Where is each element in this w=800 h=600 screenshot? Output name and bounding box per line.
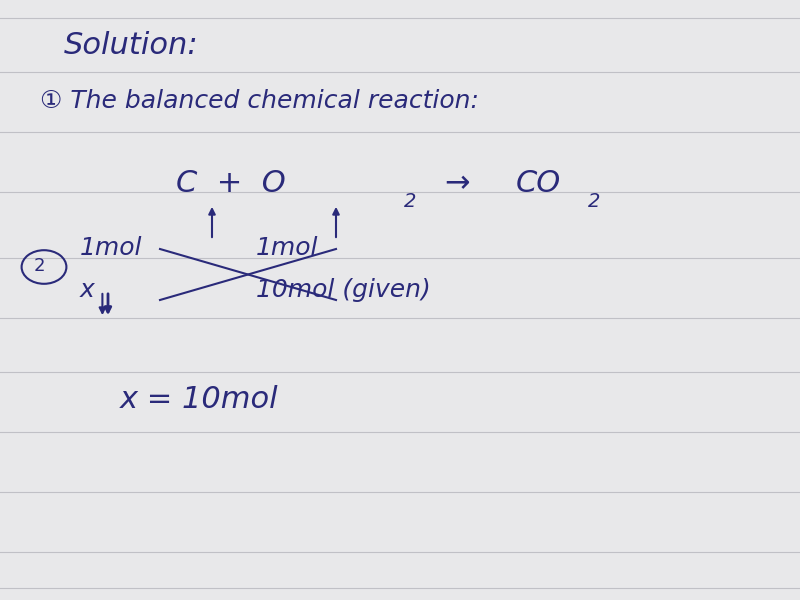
Text: CO: CO <box>516 169 562 198</box>
Text: 1mol: 1mol <box>80 236 142 260</box>
Text: Solution:: Solution: <box>64 31 198 60</box>
Text: 2: 2 <box>404 192 416 211</box>
Text: C  +  O: C + O <box>176 169 286 198</box>
Text: →: → <box>444 169 470 198</box>
Text: 2: 2 <box>588 192 600 211</box>
Text: ① The balanced chemical reaction:: ① The balanced chemical reaction: <box>40 89 479 113</box>
Text: 1mol: 1mol <box>256 236 318 260</box>
Text: x: x <box>80 278 94 302</box>
Text: 10mol (given): 10mol (given) <box>256 278 430 302</box>
Text: x = 10mol: x = 10mol <box>120 385 278 414</box>
Text: 2: 2 <box>34 257 45 275</box>
